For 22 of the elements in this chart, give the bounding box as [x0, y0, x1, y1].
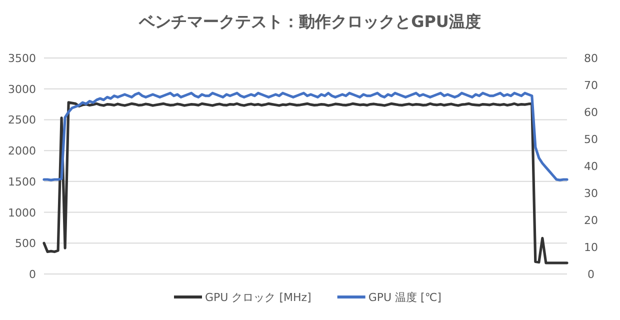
y-tick-label: 1500 [8, 175, 36, 188]
legend-label: GPU クロック [MHz] [205, 291, 312, 304]
y2-tick-label: 80 [584, 52, 598, 65]
y-tick-label: 0 [29, 268, 36, 281]
y2-tick-label: 10 [584, 241, 598, 254]
y2-tick-label: 40 [584, 160, 598, 173]
y-tick-label: 3500 [8, 52, 36, 65]
y2-tick-label: 50 [584, 133, 598, 146]
chart-title: ベンチマークテスト：動作クロックとGPU温度 [138, 12, 481, 31]
y-tick-label: 1000 [8, 206, 36, 220]
y-tick-label: 500 [15, 237, 36, 250]
y2-tick-label: 70 [584, 79, 598, 92]
y2-tick-label: 30 [584, 187, 598, 200]
y2-tick-label: 60 [584, 106, 598, 119]
y-tick-label: 2500 [8, 114, 36, 127]
y2-tick-label: 0 [588, 268, 594, 281]
y2-tick-label: 20 [584, 214, 598, 227]
y-tick-label: 2000 [8, 144, 36, 158]
line-series [42, 92, 568, 182]
line-series [42, 101, 568, 264]
y-tick-label: 3000 [8, 82, 36, 96]
legend-label: GPU 温度 [℃] [368, 291, 442, 304]
